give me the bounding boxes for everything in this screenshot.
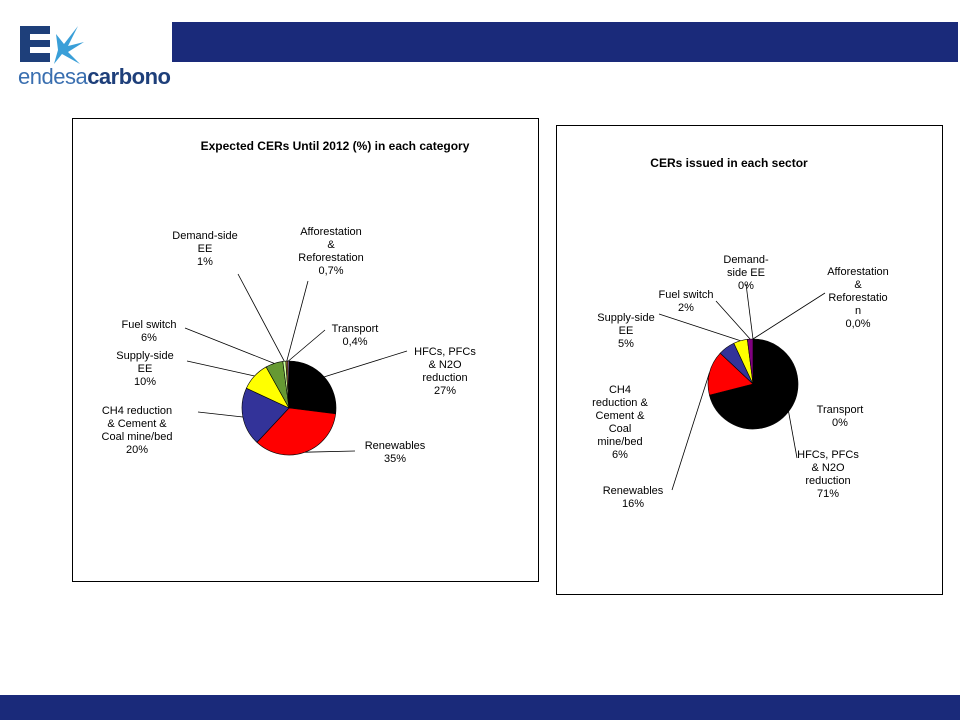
leader-line [237,273,285,362]
slice-label: CH4 reduction & Cement & Coal mine/bed 20% [102,405,173,456]
pie-slice [709,338,799,430]
slice-label: Supply-side EE 5% [597,312,654,350]
chart-panel-expected-cers: Expected CERs Until 2012 (%) in each cat… [72,118,539,582]
slice-label: Supply-side EE 10% [116,350,173,388]
leader-line [745,283,754,340]
slice-label: CH4 reduction & Cement & Coal mine/bed 6% [592,384,648,461]
endesa-carbono-logo: endesacarbono [18,22,178,92]
leader-line [324,350,408,378]
logo-e-icon [20,26,84,64]
leader-line [715,300,751,340]
slice-label: Afforestation & Reforestatio n 0,0% [827,266,889,330]
leader-line [186,360,255,377]
leader-line [788,411,798,459]
pie-chart-cers-issued: CERs issued in each sector HFCs, PFCs & N2… [592,156,889,510]
pie-slice [288,360,337,415]
slice-label: Transport 0,4% [332,323,379,348]
slice-label: Fuel switch 2% [658,289,713,314]
slice-label: Fuel switch 6% [121,319,176,344]
header-bar [172,22,958,62]
chart-title: Expected CERs Until 2012 (%) in each cat… [201,139,470,153]
slice-label: Demand-side EE 1% [172,230,237,268]
leader-line [752,292,826,340]
slice-label: HFCs, PFCs & N2O reduction 71% [797,449,859,500]
pie-slice [707,352,754,396]
logo-name-part1: endesa [18,64,88,89]
leader-line [658,313,741,342]
slice-label: Renewables 35% [365,440,426,465]
slice-label: HFCs, PFCs & N2O reduction 27% [414,346,476,397]
leader-line [288,329,326,362]
slice-label: Transport 0% [817,404,864,429]
slice-label: Afforestation & Reforestation 0,7% [298,226,363,277]
logo-wordmark: endesacarbono [18,64,171,90]
logo-name-part2: carbono [87,64,171,89]
leader-line [305,450,356,453]
leader-line [286,280,309,362]
leader-line [197,411,243,418]
leader-line [671,372,710,491]
slice-label: Renewables 16% [603,485,664,510]
pie-slice [256,407,336,456]
footer-bar [0,695,960,720]
pie-slice [241,387,290,443]
pie-chart-expected-cers: Expected CERs Until 2012 (%) in each cat… [102,139,477,465]
leader-line [184,327,275,364]
slice-label: Demand-side EE 0% [723,254,769,292]
chart-title: CERs issued in each sector [650,156,808,170]
chart-panel-cers-issued: CERs issued in each sector HFCs, PFCs & N2… [556,125,943,595]
